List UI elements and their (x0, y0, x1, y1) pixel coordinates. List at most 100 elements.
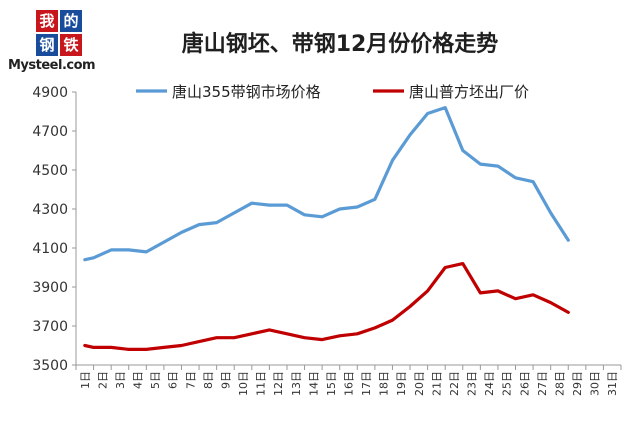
data-point-2 (93, 347, 94, 348)
logo-char-2: 的 (60, 10, 82, 32)
data-point-2 (427, 290, 428, 291)
mysteel-logo: 我 的 钢 铁 Mysteel.com (6, 8, 124, 78)
data-point-2 (374, 327, 375, 328)
data-point-2 (251, 333, 252, 334)
data-point-1 (533, 181, 534, 182)
x-tick-label: 4日 (132, 371, 145, 389)
x-tick-label: 12日 (272, 371, 285, 396)
data-point-2 (163, 347, 164, 348)
data-point-1 (374, 199, 375, 200)
x-tick-label: 21日 (430, 371, 443, 396)
x-tick-label: 11日 (255, 371, 268, 396)
data-point-1 (234, 212, 235, 213)
data-point-2 (445, 267, 446, 268)
x-tick-label: 22日 (448, 371, 461, 396)
data-point-2 (497, 290, 498, 291)
data-point-2 (181, 345, 182, 346)
data-point-2 (234, 337, 235, 338)
x-tick-label: 17日 (360, 371, 373, 396)
data-point-2 (84, 345, 85, 346)
x-tick-label: 24日 (483, 371, 496, 396)
data-point-2 (111, 347, 112, 348)
data-point-2 (533, 294, 534, 295)
x-tick-label: 19日 (395, 371, 408, 396)
data-point-1 (497, 166, 498, 167)
x-tick-label: 16日 (343, 371, 356, 396)
data-point-1 (199, 224, 200, 225)
x-tick-label: 15日 (325, 371, 338, 396)
x-tick-label: 25日 (501, 371, 514, 396)
data-point-2 (515, 298, 516, 299)
data-point-1 (462, 150, 463, 151)
data-point-2 (269, 329, 270, 330)
data-point-1 (322, 216, 323, 217)
data-point-2 (128, 349, 129, 350)
data-point-2 (199, 341, 200, 342)
x-tick-label: 20日 (413, 371, 426, 396)
chart-series (83, 105, 570, 351)
x-tick-label: 30日 (589, 371, 602, 396)
data-point-1 (568, 240, 569, 241)
data-point-1 (163, 242, 164, 243)
data-point-1 (445, 107, 446, 108)
x-tick-label: 7日 (184, 371, 197, 389)
data-point-1 (410, 134, 411, 135)
x-tick-label: 5日 (149, 371, 162, 389)
x-tick-label: 14日 (307, 371, 320, 396)
data-point-1 (427, 113, 428, 114)
x-tick-label: 31日 (606, 371, 619, 396)
data-point-1 (146, 251, 147, 252)
y-tick-label: 3500 (32, 358, 68, 374)
data-point-2 (339, 335, 340, 336)
x-tick-label: 29日 (571, 371, 584, 396)
chart-legend: 唐山355带钢市场价格 唐山普方坯出厂价 (136, 83, 529, 101)
data-point-1 (339, 209, 340, 210)
x-tick-label: 3日 (114, 371, 127, 389)
logo-char-3: 钢 (36, 34, 58, 56)
y-tick-label: 4700 (32, 124, 68, 140)
x-tick-label: 6日 (167, 371, 180, 389)
x-tick-label: 9日 (219, 371, 232, 389)
x-tick-label: 10日 (237, 371, 250, 396)
data-point-2 (462, 263, 463, 264)
x-tick-label: 28日 (553, 371, 566, 396)
logo-char-4: 铁 (60, 34, 82, 56)
legend-label-1: 唐山355带钢市场价格 (172, 83, 321, 101)
data-point-2 (216, 337, 217, 338)
x-tick-label: 1日 (79, 371, 92, 389)
data-point-1 (550, 212, 551, 213)
x-tick-label: 2日 (96, 371, 109, 389)
data-point-2 (568, 312, 569, 313)
y-tick-label: 4900 (32, 85, 68, 101)
data-point-1 (286, 205, 287, 206)
data-point-2 (392, 320, 393, 321)
y-tick-label: 3700 (32, 319, 68, 335)
data-point-1 (111, 249, 112, 250)
data-point-1 (515, 177, 516, 178)
data-point-1 (304, 214, 305, 215)
x-tick-label: 23日 (466, 371, 479, 396)
data-point-1 (84, 259, 85, 260)
series-line-1 (83, 105, 570, 262)
data-point-1 (128, 249, 129, 250)
x-tick-label: 8日 (202, 371, 215, 389)
x-tick-label: 13日 (290, 371, 303, 396)
y-tick-label: 4500 (32, 163, 68, 179)
y-tick-label: 4100 (32, 241, 68, 257)
y-tick-label: 3900 (32, 280, 68, 296)
chart-axes: 3500 3700 3900 4100 4300 4500 4700 4900 1日 2日 3日 4日… (32, 85, 622, 396)
data-point-2 (480, 292, 481, 293)
data-point-1 (251, 203, 252, 204)
y-tick-label: 4300 (32, 202, 68, 218)
data-point-2 (304, 337, 305, 338)
data-point-1 (392, 160, 393, 161)
logo-brand-text: Mysteel.com (8, 58, 96, 73)
data-point-1 (269, 205, 270, 206)
data-point-2 (146, 349, 147, 350)
x-tick-label: 18日 (378, 371, 391, 396)
data-point-2 (286, 333, 287, 334)
data-point-2 (322, 339, 323, 340)
data-point-1 (181, 232, 182, 233)
data-point-2 (550, 302, 551, 303)
